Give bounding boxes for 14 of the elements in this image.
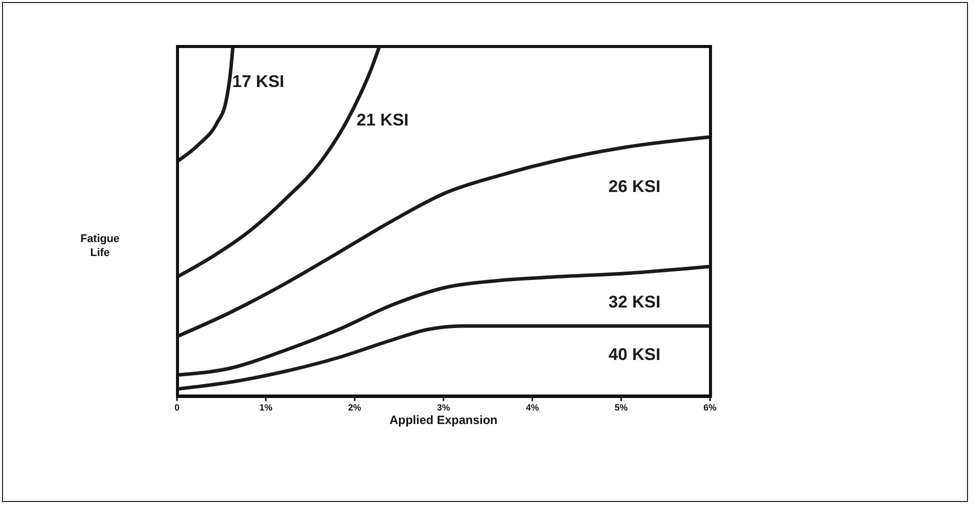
x-axis-title: Applied Expansion: [389, 413, 498, 427]
x-tick-label: 0: [174, 402, 180, 412]
series-label: 40 KSI: [608, 345, 660, 364]
y-axis-title: Fatigue Life: [79, 232, 121, 260]
series-label: 17 KSI: [232, 72, 284, 92]
series-label: 32 KSI: [608, 292, 660, 312]
x-tick-label: 6%: [703, 402, 717, 412]
x-tick-label: 4%: [526, 402, 539, 412]
x-tick-label: 5%: [614, 402, 628, 412]
series-label: 26 KSI: [608, 177, 660, 196]
x-tick-label: 1%: [259, 402, 272, 412]
series-label: 21 KSI: [356, 110, 409, 130]
x-tick-label: 2%: [348, 402, 362, 412]
x-tick-label: 3%: [436, 402, 450, 412]
